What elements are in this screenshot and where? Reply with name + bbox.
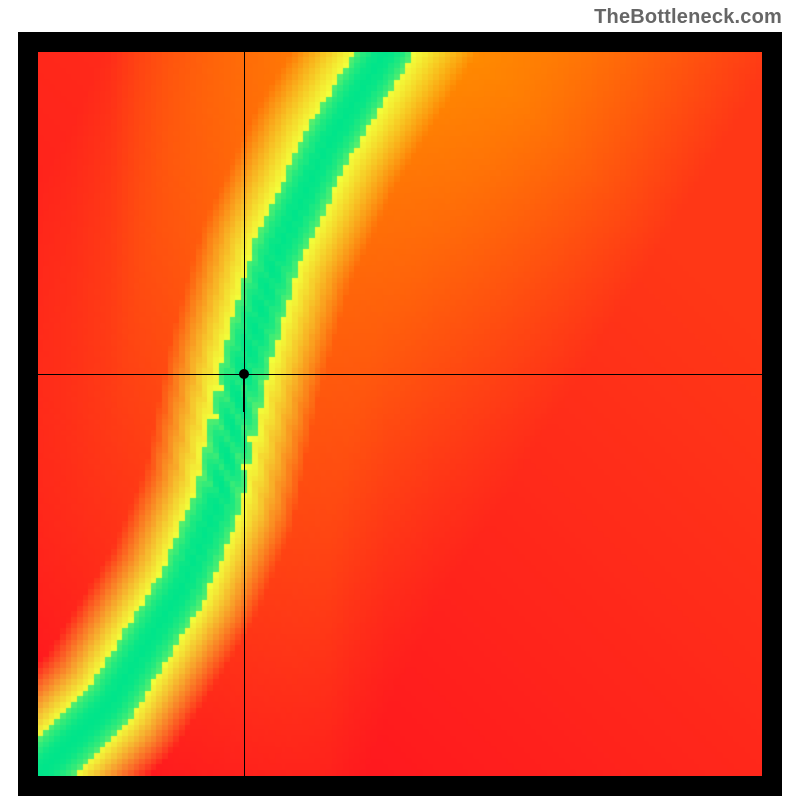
heatmap-canvas (38, 52, 762, 776)
watermark-text: TheBottleneck.com (594, 6, 782, 29)
figure-container: TheBottleneck.com (0, 0, 800, 800)
plot-border (18, 32, 782, 796)
